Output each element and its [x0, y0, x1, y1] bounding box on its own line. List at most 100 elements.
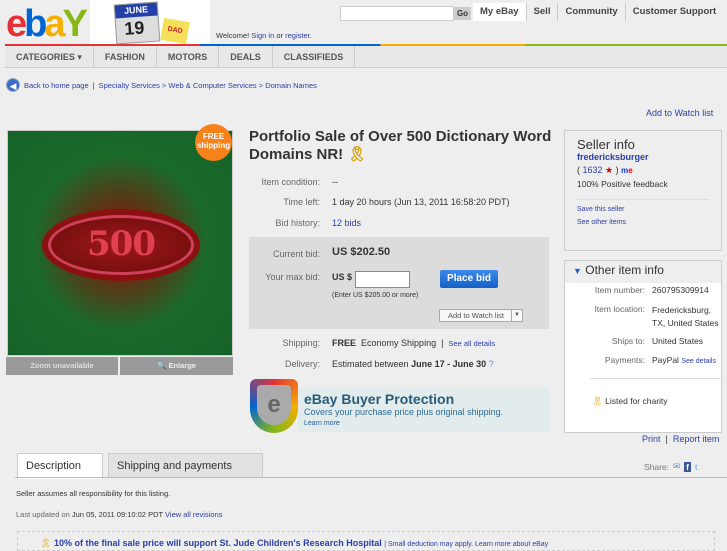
currency-label: US $: [332, 272, 353, 282]
place-bid-button[interactable]: Place bid: [440, 270, 498, 288]
bid-history-label: Bid history:: [275, 218, 320, 228]
shield-icon: e: [250, 379, 298, 433]
badge-shipping: shipping: [196, 141, 231, 150]
charity-org-link[interactable]: St. Jude Children's Research Hospital: [219, 538, 382, 548]
seller-name-link[interactable]: fredericksburger: [577, 152, 649, 162]
item-title: Portfolio Sale of Over 500 Dictionary Wo…: [249, 128, 561, 164]
feedback-score-link[interactable]: 1632: [582, 165, 603, 175]
max-bid-input[interactable]: [355, 271, 410, 288]
bp-learn-more-link[interactable]: Learn more: [304, 420, 340, 427]
other-item-info-box: ▼ Other item info Item number: 260795309…: [564, 260, 723, 433]
red-star-icon: ★: [605, 165, 614, 175]
magnifier-icon: 🔍: [157, 361, 169, 370]
bid-history-link[interactable]: 12 bids: [332, 218, 362, 228]
bp-title: eBay Buyer Protection: [304, 391, 455, 407]
nav-motors[interactable]: MOTORS: [157, 46, 220, 67]
nav-my-ebay[interactable]: My eBay: [473, 3, 526, 21]
charity-label: Listed for charity: [605, 396, 668, 406]
payment-see-details-link[interactable]: See details: [681, 358, 716, 365]
time-left-label: Time left:: [283, 197, 320, 207]
category-path-link[interactable]: Specialty Services > Web & Computer Serv…: [98, 80, 317, 90]
bp-text: Covers your purchase price plus original…: [304, 407, 504, 417]
see-all-details-link[interactable]: See all details: [448, 339, 496, 348]
positive-feedback: 100% Positive feedback: [577, 179, 668, 189]
facebook-icon[interactable]: f: [684, 461, 692, 472]
charity-ribbon-icon: 🎗: [40, 538, 52, 548]
tab-divider: [15, 477, 727, 478]
shipping-method: Economy Shipping: [361, 338, 437, 348]
back-arrow-icon[interactable]: ◀: [6, 78, 20, 92]
search-go-button[interactable]: Go: [454, 7, 471, 20]
top-nav: My eBay Sell Community Customer Support: [473, 3, 723, 21]
charity-ribbon-icon: 🎗: [347, 146, 367, 163]
shipping-label: Shipping:: [282, 338, 320, 348]
chevron-down-icon[interactable]: ▼: [511, 310, 522, 321]
delivery-value: Estimated between June 17 - June 30 ?: [332, 359, 494, 369]
welcome-text: Welcome! Sign in or register.: [216, 31, 312, 40]
charity-text: 10% of the final sale price will support: [53, 538, 217, 548]
register-link[interactable]: register.: [285, 31, 312, 40]
welcome-label: Welcome!: [216, 31, 250, 40]
enlarge-button[interactable]: 🔍 Enlarge: [120, 357, 233, 375]
ships-to-label: Ships to:: [611, 336, 645, 346]
or-text: or: [276, 31, 284, 40]
emblem-text: 500: [87, 224, 156, 264]
responsibility-text: Seller assumes all responsibility for th…: [16, 489, 171, 498]
updated-date: Jun 05, 2011 09:10:02 PDT: [71, 510, 163, 519]
twitter-icon[interactable]: t: [695, 461, 698, 472]
product-image[interactable]: 500: [7, 130, 233, 356]
tab-shipping-payments[interactable]: Shipping and payments: [108, 453, 263, 477]
nav-customer-support[interactable]: Customer Support: [624, 3, 723, 21]
badge-free: FREE: [202, 132, 225, 141]
nav-community[interactable]: Community: [557, 3, 624, 21]
listed-for-charity: 🎗 Listed for charity: [592, 396, 668, 407]
other-info-heading: Other item info: [585, 263, 664, 277]
search-input[interactable]: [340, 6, 454, 21]
share-label: Share:: [644, 461, 670, 472]
payments-value: PayPal See details: [652, 355, 716, 365]
updated-pre: Last updated on: [16, 510, 70, 519]
view-revisions-link[interactable]: View all revisions: [165, 510, 223, 519]
last-updated: Last updated on Jun 05, 2011 09:10:02 PD…: [16, 510, 222, 519]
email-icon[interactable]: ✉: [673, 461, 681, 471]
calendar-doodle: JUNE 19: [113, 1, 161, 45]
save-seller-link[interactable]: Save this seller: [577, 206, 625, 213]
triangle-down-icon: ▼: [573, 266, 582, 276]
nav-deals[interactable]: DEALS: [219, 46, 273, 67]
condition-label: Item condition:: [261, 177, 320, 187]
seller-heading: Seller info: [577, 137, 635, 152]
other-info-header[interactable]: ▼ Other item info: [565, 261, 721, 283]
nav-classifieds[interactable]: CLASSIFIEDS: [273, 46, 356, 67]
sticky-note: DAD: [160, 17, 190, 45]
color-stripe: [5, 44, 727, 46]
nav-categories[interactable]: CATEGORIES ▾: [5, 46, 94, 67]
back-home-link[interactable]: Back to home page: [24, 80, 89, 90]
help-icon[interactable]: ?: [488, 359, 494, 369]
max-bid-label: Your max bid:: [265, 272, 320, 282]
doodle-day: 19: [123, 17, 146, 39]
delivery-pre: Estimated between: [332, 359, 409, 369]
ships-to-value: United States: [652, 336, 704, 346]
delivery-label: Delivery:: [284, 359, 320, 369]
add-watch-list-link[interactable]: Add to Watch list: [646, 108, 714, 118]
report-item-link[interactable]: Report item: [672, 434, 720, 444]
sign-in-link[interactable]: Sign in: [251, 31, 275, 40]
add-watch-list-button[interactable]: Add to Watch list ▼: [439, 309, 523, 322]
buyer-protection-banner[interactable]: e eBay Buyer Protection Covers your purc…: [250, 379, 549, 433]
free-shipping-badge: FREE shipping: [195, 124, 232, 161]
charity-ribbon-icon: 🎗: [592, 396, 603, 406]
payments-label: Payments:: [604, 355, 645, 365]
item-number-label: Item number:: [594, 285, 645, 295]
nav-sell[interactable]: Sell: [525, 3, 558, 21]
see-other-items-link[interactable]: See other items: [577, 219, 627, 226]
current-bid-label: Current bid:: [272, 249, 320, 259]
title-text: Portfolio Sale of Over 500 Dictionary Wo…: [249, 128, 552, 163]
print-link[interactable]: Print: [642, 434, 661, 444]
nav-fashion[interactable]: FASHION: [94, 46, 157, 67]
tab-description[interactable]: Description: [17, 453, 103, 479]
ebay-logo[interactable]: ebaY: [6, 3, 88, 45]
item-number-value: 260795309914: [652, 285, 709, 295]
item-location-value: Fredericksburg, TX, United States: [652, 305, 719, 328]
current-bid-value: US $202.50: [332, 246, 391, 258]
me-icon[interactable]: me: [621, 166, 633, 175]
